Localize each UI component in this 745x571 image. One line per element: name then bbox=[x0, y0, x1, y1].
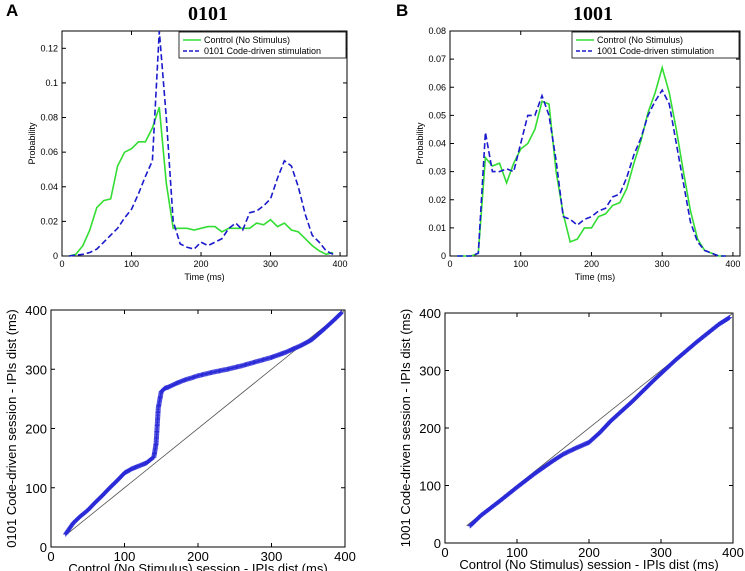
y-tick-label: 0.1 bbox=[45, 78, 58, 88]
y-tick-label: 0 bbox=[441, 251, 446, 261]
series-line-control bbox=[457, 64, 726, 257]
legend-box bbox=[571, 31, 740, 59]
series-line-control bbox=[68, 106, 334, 257]
x-tick-label: 300 bbox=[261, 549, 283, 564]
y-tick-label: 0.01 bbox=[428, 223, 446, 233]
x-tick-label: 200 bbox=[194, 259, 209, 269]
chart-0101-probability: 0 100 200 300 400 0 0.02 0.04 0.06 0.08 0.1 0.12 Tim… bbox=[27, 30, 348, 282]
x-tick-label: 400 bbox=[722, 545, 744, 560]
x-tick-label: 200 bbox=[578, 545, 600, 560]
x-tick-label: 0 bbox=[441, 545, 448, 560]
y-tick-label: 0.04 bbox=[428, 139, 446, 149]
y-axis-label: Probability bbox=[415, 122, 425, 165]
x-axis-label: Time (ms) bbox=[184, 272, 224, 282]
legend-label-control: Control (No Stimulus) bbox=[204, 35, 290, 45]
qq-point bbox=[338, 310, 344, 316]
y-tick-label: 0.08 bbox=[40, 113, 58, 123]
y-tick-label: 0.06 bbox=[428, 82, 446, 92]
y-tick-label: 200 bbox=[419, 421, 441, 436]
x-tick-label: 400 bbox=[333, 259, 348, 269]
x-tick-label: 100 bbox=[114, 549, 136, 564]
legend-label-stimulation: 0101 Code-driven stimulation bbox=[204, 46, 321, 56]
x-tick-label: 0 bbox=[447, 259, 452, 269]
y-tick-label: 0 bbox=[40, 540, 47, 555]
y-tick-label: 100 bbox=[419, 479, 441, 494]
y-tick-label: 0.07 bbox=[428, 54, 446, 64]
x-tick-label: 400 bbox=[334, 549, 356, 564]
qq-point bbox=[725, 315, 731, 321]
y-tick-label: 0.04 bbox=[40, 182, 58, 192]
qq-markers bbox=[467, 315, 732, 529]
x-tick-label: 300 bbox=[650, 545, 672, 560]
legend-label-stimulation: 1001 Code-driven stimulation bbox=[597, 46, 714, 56]
panel-letter-b: B bbox=[396, 1, 408, 20]
legend-label-control: Control (No Stimulus) bbox=[597, 35, 683, 45]
panel-title-a: 0101 bbox=[188, 3, 228, 25]
legend-box bbox=[178, 31, 347, 59]
y-tick-label: 0.03 bbox=[428, 167, 446, 177]
y-axis-label: Probability bbox=[27, 122, 37, 165]
qq-point bbox=[338, 311, 344, 317]
y-tick-label: 400 bbox=[25, 303, 47, 318]
y-tick-label: 0.08 bbox=[428, 26, 446, 36]
x-tick-label: 100 bbox=[124, 259, 139, 269]
y-tick-label: 400 bbox=[419, 306, 441, 321]
x-tick-label: 300 bbox=[655, 259, 670, 269]
panel-title-b: 1001 bbox=[573, 3, 613, 25]
y-tick-label: 300 bbox=[419, 364, 441, 379]
qq-point bbox=[726, 315, 732, 321]
panel-letter-a: A bbox=[6, 1, 18, 20]
chart-1001-probability: 0 100 200 300 400 0 0.01 0.02 0.03 0.04 0.05 0.06 0.… bbox=[415, 26, 741, 282]
x-tick-label: 0 bbox=[47, 549, 54, 564]
y-tick-label: 0.05 bbox=[428, 110, 446, 120]
y-tick-label: 0.06 bbox=[40, 147, 58, 157]
plot-area-frame bbox=[61, 30, 348, 257]
x-tick-label: 200 bbox=[584, 259, 599, 269]
x-tick-label: 400 bbox=[725, 259, 740, 269]
x-axis-label: Control (No Stimulus) session - IPIs dis… bbox=[68, 561, 327, 571]
x-tick-label: 200 bbox=[187, 549, 209, 564]
y-tick-label: 0 bbox=[53, 251, 58, 261]
chart-1001-qq: 0 100 200 300 400 0 100 200 300 400 Control (No St… bbox=[398, 306, 744, 571]
series-line-stimulation bbox=[457, 88, 726, 257]
qq-markers bbox=[63, 310, 344, 537]
y-tick-label: 100 bbox=[25, 481, 47, 496]
y-axis-label: 0101 Code-driven session - IPIs dist (ms… bbox=[4, 309, 19, 547]
y-tick-label: 300 bbox=[25, 362, 47, 377]
series-line-stimulation bbox=[68, 30, 334, 257]
y-tick-label: 0.02 bbox=[40, 216, 58, 226]
chart-0101-qq: 0 100 200 300 400 0 100 200 300 400 Control (No St… bbox=[4, 303, 356, 571]
y-tick-label: 200 bbox=[25, 422, 47, 437]
x-tick-label: 100 bbox=[506, 545, 528, 560]
y-tick-label: 0.02 bbox=[428, 195, 446, 205]
x-tick-label: 300 bbox=[263, 259, 278, 269]
x-tick-label: 0 bbox=[59, 259, 64, 269]
x-tick-label: 100 bbox=[513, 259, 528, 269]
x-axis-label: Control (No Stimulus) session - IPIs dis… bbox=[459, 557, 718, 571]
x-axis-label: Time (ms) bbox=[575, 272, 615, 282]
y-tick-label: 0 bbox=[434, 536, 441, 551]
y-tick-label: 0.12 bbox=[40, 43, 58, 53]
y-axis-label: 1001 Code-driven session - IPIs dist (ms… bbox=[398, 309, 413, 547]
